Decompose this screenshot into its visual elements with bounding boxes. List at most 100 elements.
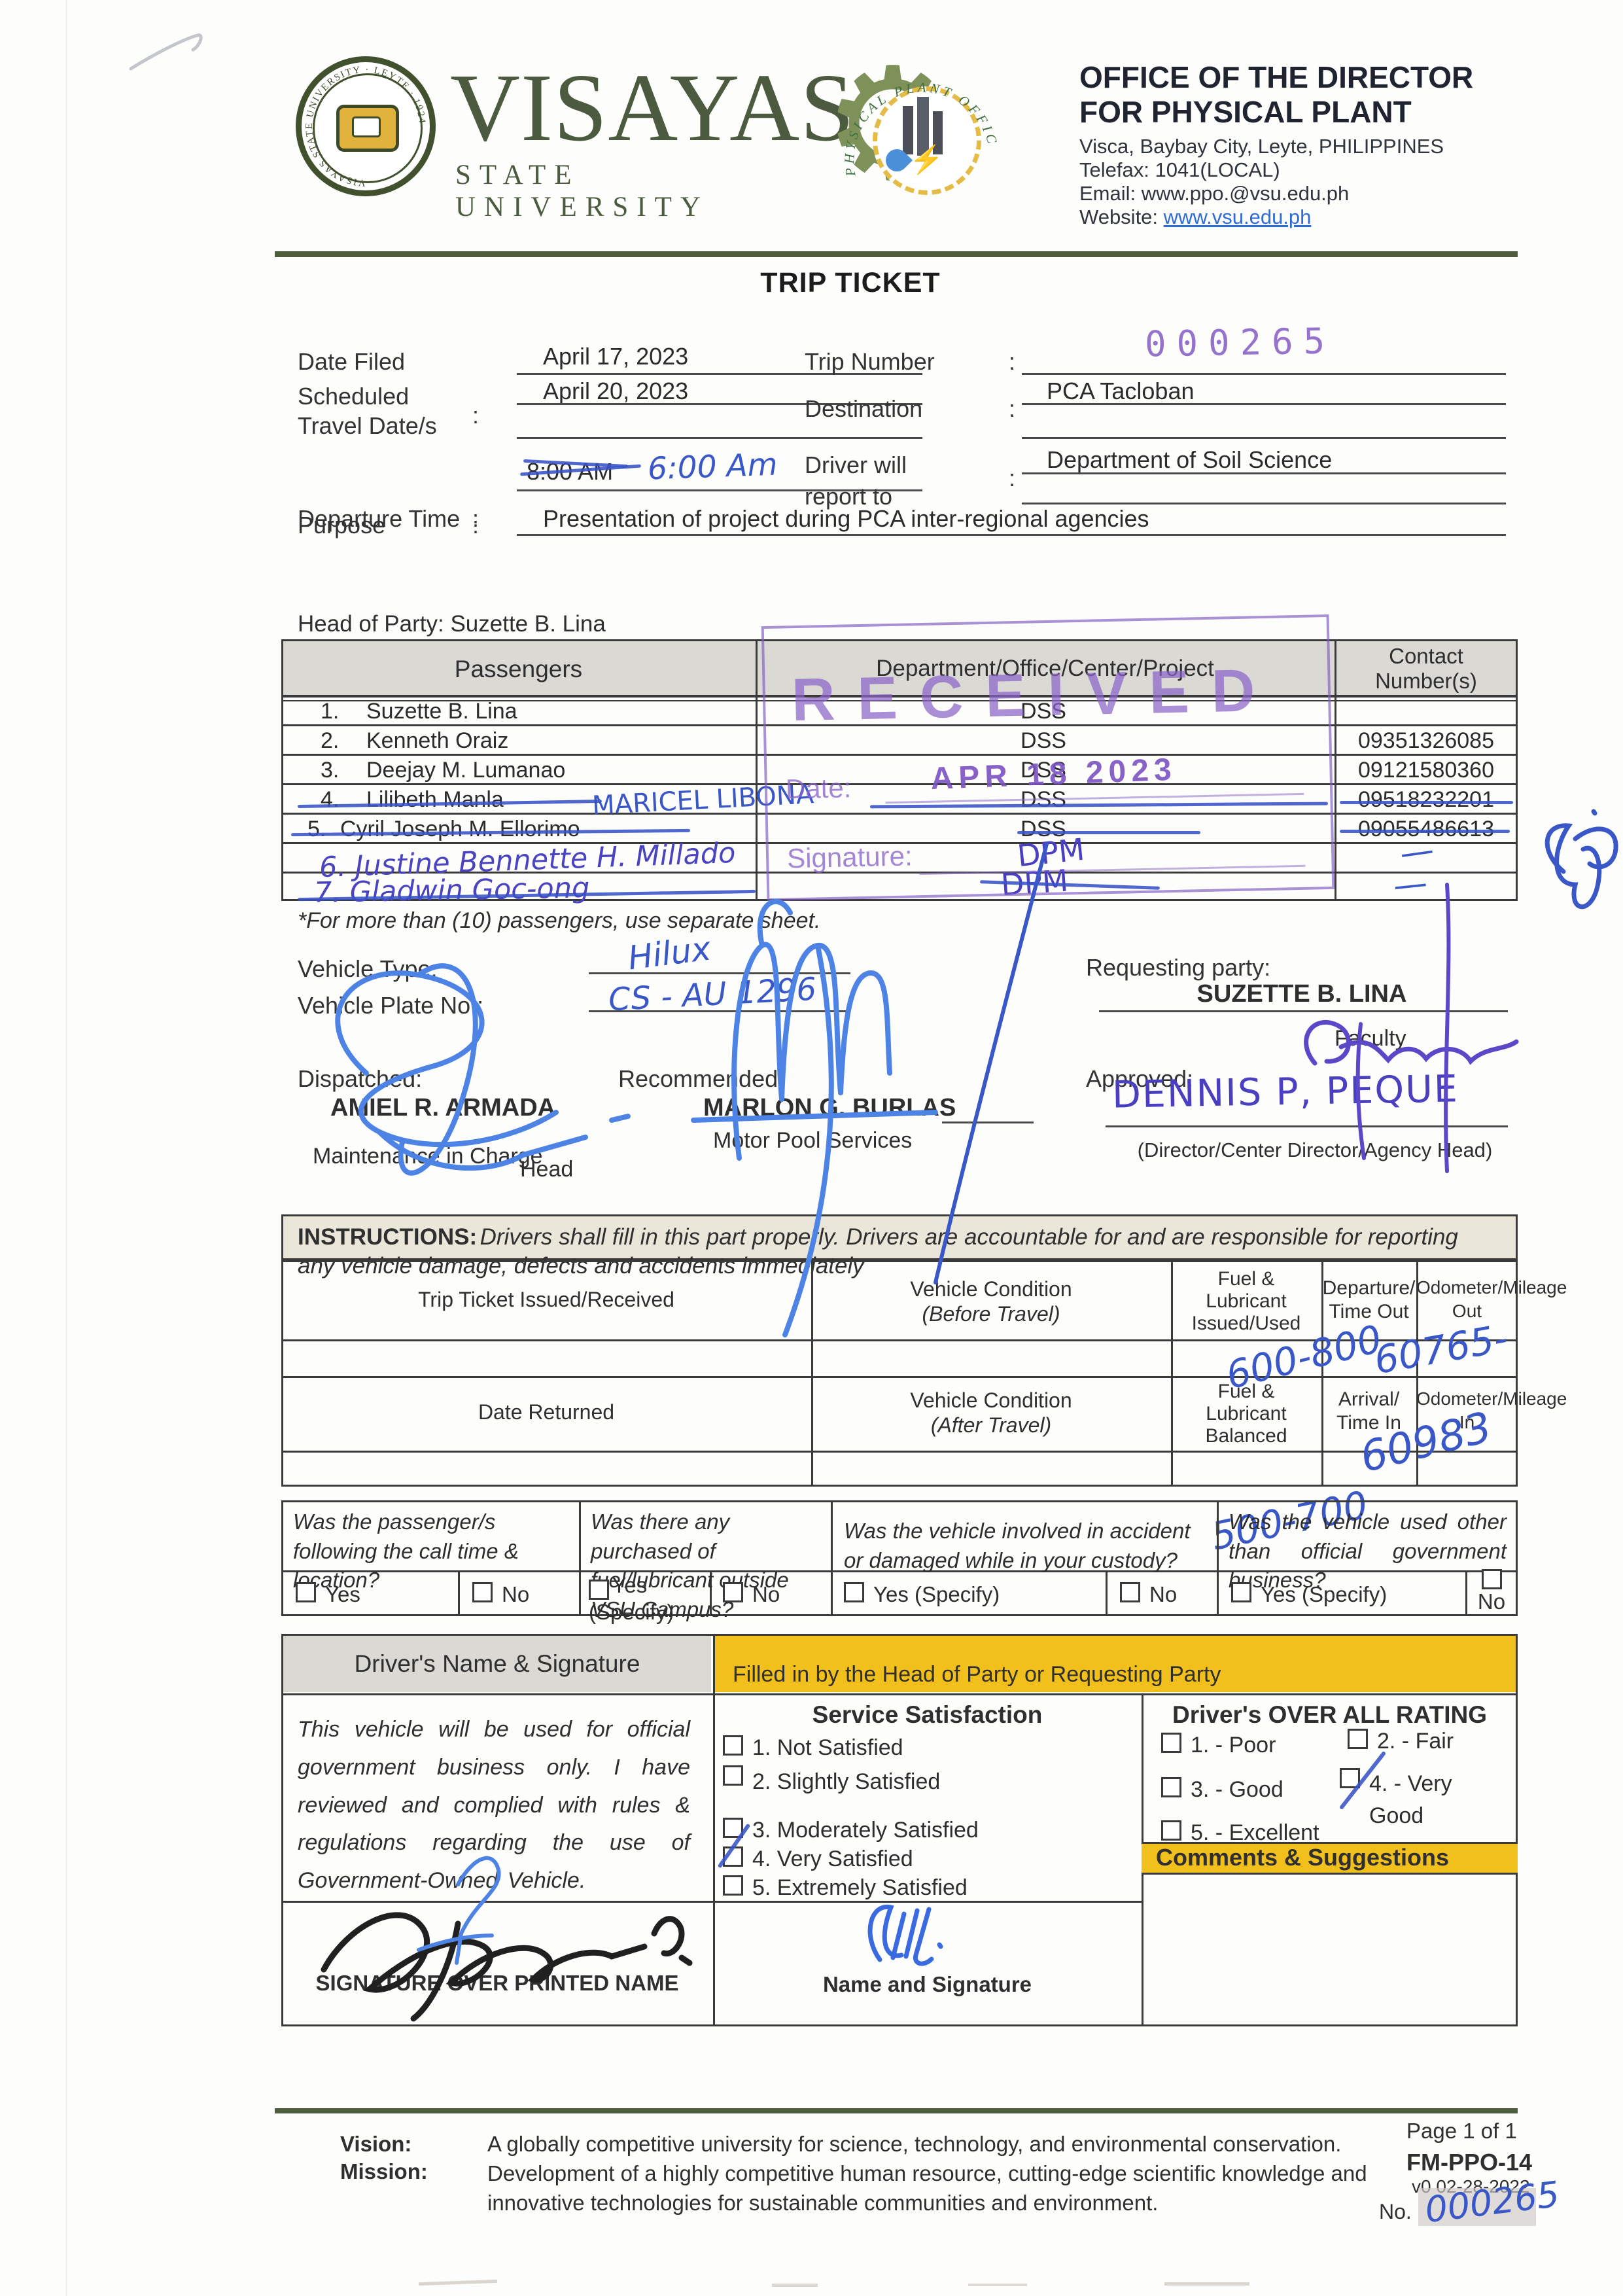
trip-log-h1c2b: (Before Travel) bbox=[922, 1302, 1060, 1326]
service-option-1[interactable]: 1. Not Satisfied bbox=[723, 1735, 1122, 1761]
scheduled-label-2: Travel Date/s bbox=[298, 412, 437, 439]
q2-no-option[interactable]: No bbox=[723, 1582, 780, 1607]
q3-yes-checkbox[interactable] bbox=[844, 1582, 864, 1602]
website-link[interactable]: www.vsu.edu.ph bbox=[1163, 205, 1312, 228]
trip-log-h2c2b: (After Travel) bbox=[930, 1413, 1052, 1437]
q1-yes-checkbox[interactable] bbox=[296, 1582, 316, 1602]
rating-2-checkbox[interactable] bbox=[1348, 1729, 1368, 1749]
passenger-no: 3. bbox=[321, 758, 340, 783]
service-option-3[interactable]: 3. Moderately Satisfied bbox=[723, 1818, 1122, 1843]
received-stamp-text: RECEIVED bbox=[791, 656, 1278, 734]
passenger-name: Suzette B. Lina bbox=[366, 699, 517, 724]
driver-section-table bbox=[281, 1634, 1518, 2026]
rating-5-checkbox[interactable] bbox=[1161, 1820, 1181, 1841]
trip-log-h1c3c: Issued/Used bbox=[1191, 1313, 1301, 1334]
passenger-name: Cyril Joseph M. Ellorimo bbox=[340, 817, 580, 841]
passenger-contact: 09518232201 bbox=[1357, 787, 1494, 812]
rating-3-checkbox[interactable] bbox=[1161, 1777, 1181, 1797]
rating-option-1[interactable]: 1. - Poor bbox=[1161, 1733, 1276, 1758]
service-option-4[interactable]: 4. Very Satisfied bbox=[723, 1846, 1122, 1872]
driver-name-sig-header: Driver's Name & Signature bbox=[354, 1650, 640, 1677]
q1-yes-option[interactable]: Yes bbox=[296, 1582, 360, 1607]
dispatched-name: AMIEL R. ARMADA bbox=[330, 1094, 556, 1122]
q4-yes-option[interactable]: Yes (Specify) bbox=[1231, 1582, 1387, 1607]
approved-label: Approved: bbox=[1086, 1065, 1194, 1092]
q1-no-option[interactable]: No bbox=[472, 1582, 529, 1607]
footer-mission-label: Mission: bbox=[340, 2159, 428, 2183]
q3-no-option[interactable]: No bbox=[1120, 1582, 1177, 1607]
q2-yes-checkbox[interactable] bbox=[589, 1580, 609, 1600]
footer-no-box bbox=[1418, 2188, 1536, 2226]
rating-1-checkbox[interactable] bbox=[1161, 1733, 1181, 1753]
q2-yes-label: Yes bbox=[612, 1573, 648, 1597]
footer-no-label: No. bbox=[1379, 2200, 1412, 2223]
trip-log-h2c1: Date Returned bbox=[478, 1400, 615, 1424]
q4-yes-checkbox[interactable] bbox=[1231, 1582, 1251, 1602]
scheduled-label-1: Scheduled bbox=[298, 383, 410, 410]
head-of-party: Head of Party: Suzette B. Lina bbox=[298, 611, 606, 637]
signature-over-name-label: SIGNATURE OVER PRINTED NAME bbox=[315, 1971, 679, 1995]
ppo-ring-text: PHYSICAL PLANT OFFICE bbox=[832, 51, 998, 178]
q4-yes-label: Yes (Specify) bbox=[1261, 1582, 1387, 1606]
service-option-2[interactable]: 2. Slightly Satisfied bbox=[723, 1765, 1011, 1799]
service-5-label: 5. Extremely Satisfied bbox=[752, 1875, 968, 1900]
passengers-table bbox=[281, 639, 1518, 901]
scheduled-value: April 20, 2023 bbox=[543, 378, 689, 404]
passenger-dept: DSS bbox=[1021, 728, 1066, 753]
margin-scribble bbox=[1544, 809, 1618, 910]
service-1-checkbox[interactable] bbox=[723, 1735, 743, 1756]
contact-col-header-1: Contact bbox=[1389, 644, 1463, 668]
stamp-date-value: APR 18 2023 bbox=[930, 752, 1178, 797]
passenger-no: 1. bbox=[321, 699, 340, 724]
purpose-label: Purpose bbox=[298, 512, 386, 539]
rating-option-4[interactable]: 4. - Very Good bbox=[1340, 1768, 1503, 1833]
question-3: Was the vehicle involved in accident or … bbox=[844, 1519, 1191, 1572]
q4-no-option[interactable]: No bbox=[1468, 1569, 1515, 1614]
departure-time-label: Departure Time bbox=[298, 505, 461, 532]
service-5-checkbox[interactable] bbox=[723, 1875, 743, 1896]
q1-no-checkbox[interactable] bbox=[472, 1582, 493, 1602]
scan-smudge bbox=[1164, 2282, 1249, 2286]
q4-no-checkbox[interactable] bbox=[1481, 1569, 1502, 1589]
q2-yes-option[interactable]: Yes (Specify) bbox=[589, 1573, 674, 1625]
footer-page: Page 1 of 1 bbox=[1406, 2119, 1517, 2143]
q3-yes-option[interactable]: Yes (Specify) bbox=[844, 1582, 1000, 1607]
service-2-checkbox[interactable] bbox=[723, 1765, 743, 1786]
requesting-party-name: SUZETTE B. LINA bbox=[1196, 980, 1407, 1008]
trip-log-h1c2a: Vehicle Condition bbox=[910, 1277, 1072, 1301]
passenger-dept: DSS bbox=[1021, 817, 1066, 841]
q2-no-checkbox[interactable] bbox=[723, 1582, 743, 1602]
passenger-no: 2. bbox=[321, 728, 340, 753]
trip-log-table bbox=[281, 1260, 1518, 1487]
rating-option-2[interactable]: 2. - Fair bbox=[1348, 1729, 1454, 1754]
office-title-1: OFFICE OF THE DIRECTOR bbox=[1079, 60, 1474, 94]
footer-vision: A globally competitive university for sc… bbox=[487, 2132, 1342, 2156]
service-1-label: 1. Not Satisfied bbox=[752, 1735, 903, 1760]
passenger-name: Lilibeth Manla bbox=[366, 787, 504, 812]
scan-smudge bbox=[968, 2284, 1027, 2286]
filled-by-header: Filled in by the Head of Party or Reques… bbox=[733, 1662, 1221, 1687]
service-4-label: 4. Very Satisfied bbox=[752, 1846, 913, 1871]
passenger-name: Kenneth Oraiz bbox=[366, 728, 509, 753]
pencil-scribble bbox=[129, 33, 203, 71]
destination-value: PCA Tacloban bbox=[1047, 378, 1195, 404]
rating-3-label: 3. - Good bbox=[1191, 1777, 1283, 1802]
q3-no-checkbox[interactable] bbox=[1120, 1582, 1140, 1602]
passenger-no: 5. bbox=[307, 817, 326, 841]
office-address: Visca, Baybay City, Leyte, PHILIPPINES bbox=[1079, 134, 1444, 158]
requesting-party-label: Requesting party: bbox=[1086, 954, 1271, 981]
rating-option-5[interactable]: 5. - Excellent bbox=[1161, 1820, 1319, 1846]
service-option-5[interactable]: 5. Extremely Satisfied bbox=[723, 1875, 1122, 1901]
trip-number-line bbox=[1022, 347, 1506, 375]
passenger-dept: DSS bbox=[1021, 699, 1066, 724]
office-telefax: Telefax: 1041(LOCAL) bbox=[1079, 158, 1280, 181]
vehicle-plate-label: Vehicle Plate No.: bbox=[298, 992, 484, 1019]
contact-col-header-2: Number(s) bbox=[1375, 669, 1477, 693]
rating-option-3[interactable]: 3. - Good bbox=[1161, 1777, 1283, 1803]
footer-vision-label: Vision: bbox=[340, 2132, 412, 2156]
passengers-note: *For more than (10) passengers, use sepa… bbox=[298, 908, 821, 933]
passenger-dept: DSS bbox=[1021, 758, 1066, 783]
stamp-signature-label: Signature: bbox=[786, 840, 913, 874]
passenger-no: 4. bbox=[321, 787, 340, 812]
